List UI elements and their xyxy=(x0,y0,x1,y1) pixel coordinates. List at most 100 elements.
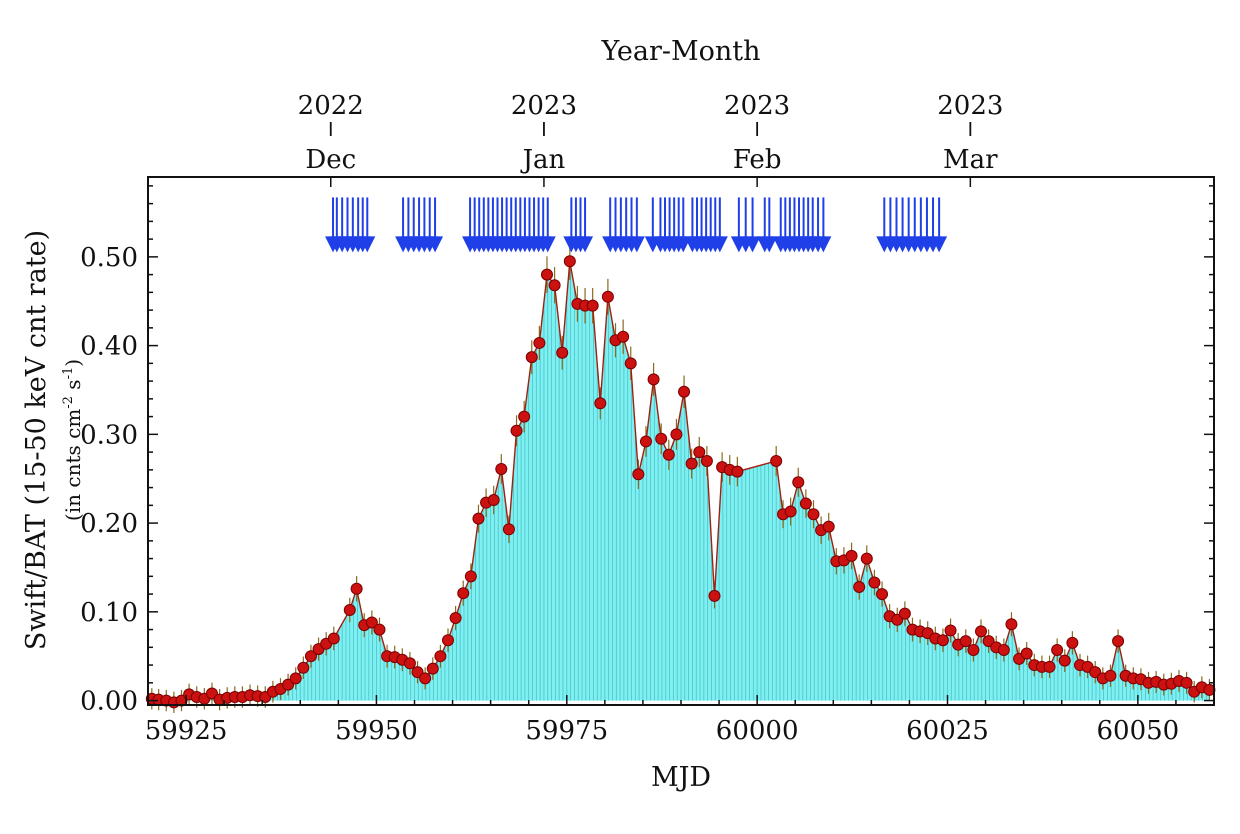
data-point xyxy=(997,643,1010,656)
data-point xyxy=(708,589,721,602)
observation-arrow xyxy=(931,197,948,253)
observation-arrow-head xyxy=(427,236,444,253)
data-point xyxy=(289,672,302,685)
data-point xyxy=(586,299,599,312)
x-axis-ticks: 59925 59950 59975 60000 60025 60050 xyxy=(145,695,1215,746)
y-axis-title: Swift/BAT (15-50 keV cnt rate) xyxy=(21,230,52,650)
data-point xyxy=(975,625,988,638)
data-point xyxy=(601,290,614,303)
data-point xyxy=(685,457,698,470)
data-point xyxy=(1180,676,1193,689)
x-tick-label: 59950 xyxy=(335,716,418,746)
data-point xyxy=(1066,636,1079,649)
y-axis-subtitle-part1: (in cnts cm xyxy=(61,409,85,521)
observation-arrow-head xyxy=(815,236,832,253)
data-point xyxy=(617,330,630,343)
top-tick-month: Mar xyxy=(943,145,998,175)
observation-arrow xyxy=(815,197,832,253)
observation-arrow xyxy=(427,197,444,253)
data-point xyxy=(1051,643,1064,656)
observation-arrow xyxy=(744,197,761,253)
data-point xyxy=(944,624,957,637)
data-point xyxy=(770,454,783,467)
top-tick-month: Feb xyxy=(733,145,782,175)
x-tick-label: 60025 xyxy=(906,716,989,746)
data-point xyxy=(700,454,713,467)
data-point xyxy=(639,435,652,448)
data-point xyxy=(662,448,675,461)
data-point xyxy=(373,623,386,636)
data-point xyxy=(1043,660,1056,673)
data-point xyxy=(898,607,911,620)
top-axis-title: Year-Month xyxy=(600,36,760,67)
data-point xyxy=(449,612,462,625)
data-point xyxy=(860,552,873,565)
observation-arrow-head xyxy=(628,236,645,253)
data-point xyxy=(457,587,470,600)
observation-arrow-head xyxy=(577,236,594,253)
x-tick-label: 60050 xyxy=(1096,716,1179,746)
data-point xyxy=(868,576,881,589)
observation-arrow-head xyxy=(931,236,948,253)
observation-arrow xyxy=(628,197,645,253)
data-point xyxy=(624,357,637,370)
data-point xyxy=(693,446,706,459)
data-point xyxy=(343,604,356,617)
data-point xyxy=(540,268,553,281)
data-point xyxy=(1112,635,1125,648)
data-points-layer xyxy=(145,255,1216,709)
observation-arrow xyxy=(539,197,556,253)
data-point xyxy=(472,512,485,525)
top-tick-month: Dec xyxy=(305,145,356,175)
data-point xyxy=(1058,654,1071,667)
top-axis-ticks: 2022 Dec 2023 Jan 2023 Feb 2023 Mar xyxy=(298,91,1003,187)
data-point xyxy=(959,635,972,648)
y-tick-label: 0.20 xyxy=(80,509,138,539)
data-point xyxy=(556,346,569,359)
data-point xyxy=(563,255,576,268)
data-point xyxy=(731,465,744,478)
observation-arrow-head xyxy=(744,236,761,253)
data-point xyxy=(845,549,858,562)
data-point xyxy=(297,661,310,674)
data-point xyxy=(822,520,835,533)
y-tick-label: 0.30 xyxy=(80,420,138,450)
data-point xyxy=(304,650,317,663)
observation-arrow xyxy=(359,197,376,253)
data-point xyxy=(678,385,691,398)
y-tick-label: 0.00 xyxy=(80,687,138,717)
data-point xyxy=(807,508,820,521)
data-point xyxy=(403,657,416,670)
observation-arrow-head xyxy=(761,236,778,253)
data-point xyxy=(936,634,949,647)
data-point xyxy=(655,432,668,445)
y-axis-subtitle-part2: s xyxy=(61,379,85,396)
observation-arrow-head xyxy=(359,236,376,253)
top-tick-month: Jan xyxy=(520,145,566,175)
x-tick-label: 60000 xyxy=(716,716,799,746)
data-point xyxy=(365,616,378,629)
top-tick-year: 2023 xyxy=(511,91,577,121)
data-point xyxy=(647,373,660,386)
data-point xyxy=(670,428,683,441)
observation-arrow-head xyxy=(539,236,556,253)
data-point xyxy=(1020,647,1033,660)
observation-arrow xyxy=(577,197,594,253)
top-tick-year: 2023 xyxy=(724,91,790,121)
y-axis-subtitle-sup1: -2 xyxy=(61,396,76,409)
data-point xyxy=(799,497,812,510)
y-axis-subtitle-part3: ) xyxy=(61,359,85,367)
data-point xyxy=(784,505,797,518)
y-tick-label: 0.50 xyxy=(80,243,138,273)
data-point xyxy=(419,672,432,685)
data-point xyxy=(1104,669,1117,682)
x-axis-title: MJD xyxy=(651,762,711,793)
x-tick-label: 59975 xyxy=(525,716,608,746)
data-point xyxy=(502,523,515,536)
data-point xyxy=(548,279,561,292)
data-point xyxy=(426,662,439,675)
y-axis-ticks: 0.00 0.10 0.20 0.30 0.40 0.50 xyxy=(80,185,1214,717)
data-point xyxy=(350,582,363,595)
